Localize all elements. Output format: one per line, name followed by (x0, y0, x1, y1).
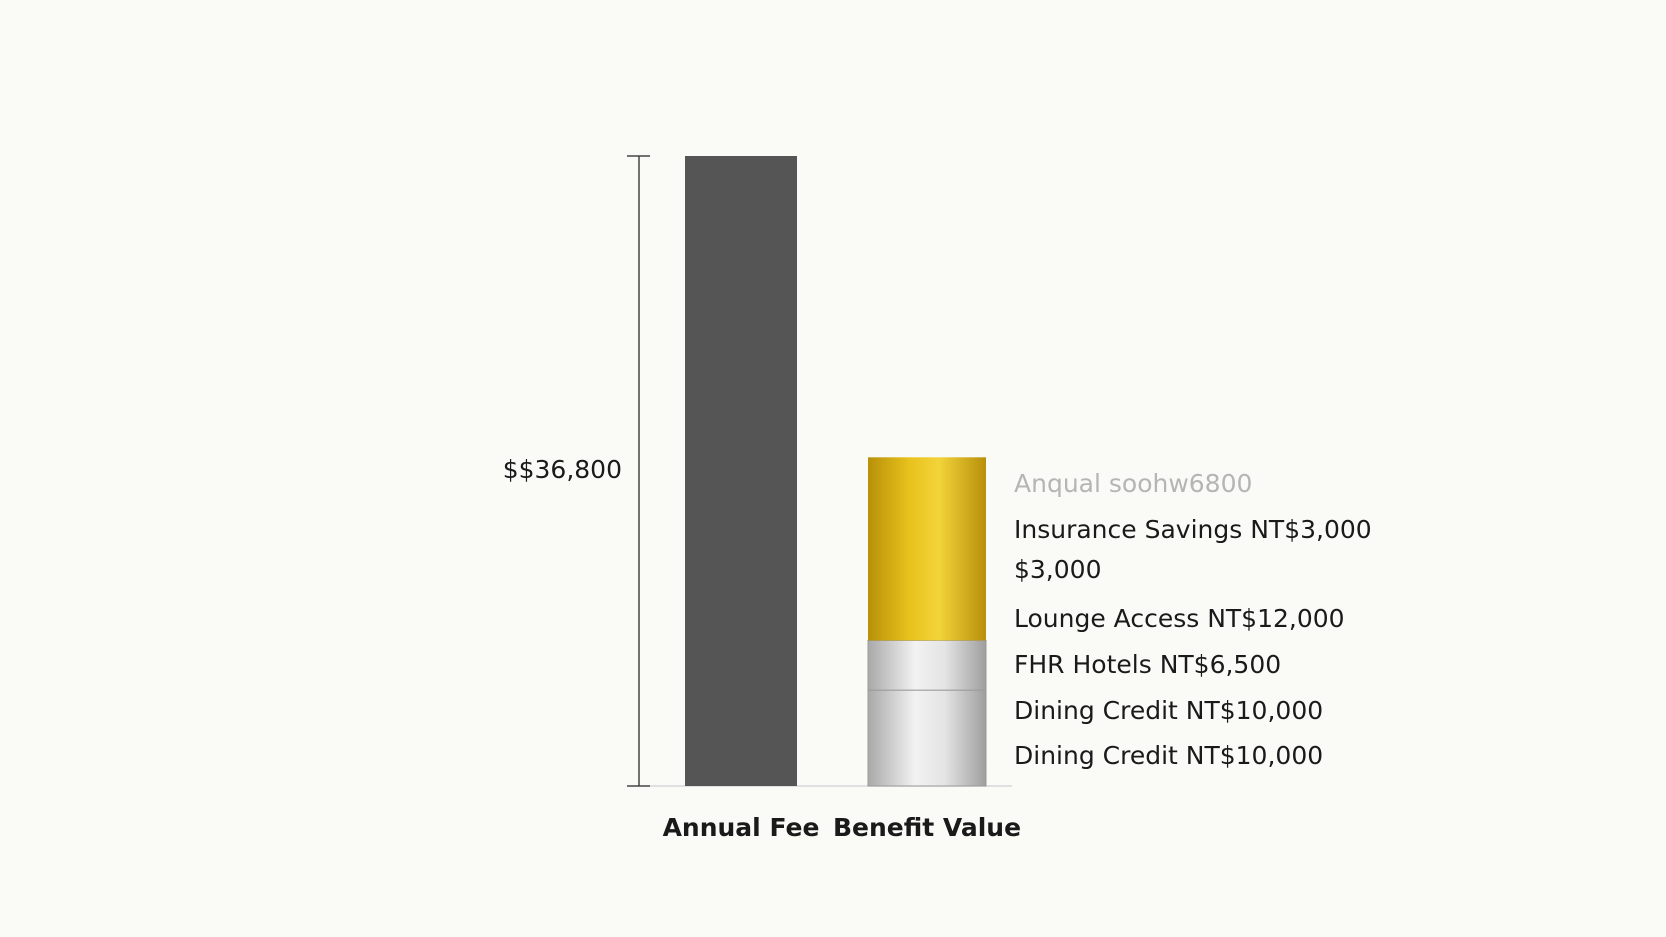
annotation: Insurance Savings NT$3,000 (1014, 515, 1372, 544)
annotation: FHR Hotels NT$6,500 (1014, 650, 1281, 679)
annotation: $3,000 (1014, 555, 1101, 584)
annotation: Lounge Access NT$12,000 (1014, 604, 1345, 633)
x-tick-label: Benefit Value (833, 813, 1021, 842)
x-tick-label: Annual Fee (663, 813, 820, 842)
value-label: $$36,800 (503, 455, 622, 484)
annotation: Dining Credit NT$10,000 (1014, 741, 1323, 770)
bar-segment (868, 457, 986, 641)
annotation: Dining Credit NT$10,000 (1014, 696, 1323, 725)
annotation: Anqual soohw6800 (1014, 469, 1252, 498)
bar-segment (867, 689, 987, 787)
bar-segment (867, 639, 987, 691)
bar-segment (685, 156, 797, 786)
